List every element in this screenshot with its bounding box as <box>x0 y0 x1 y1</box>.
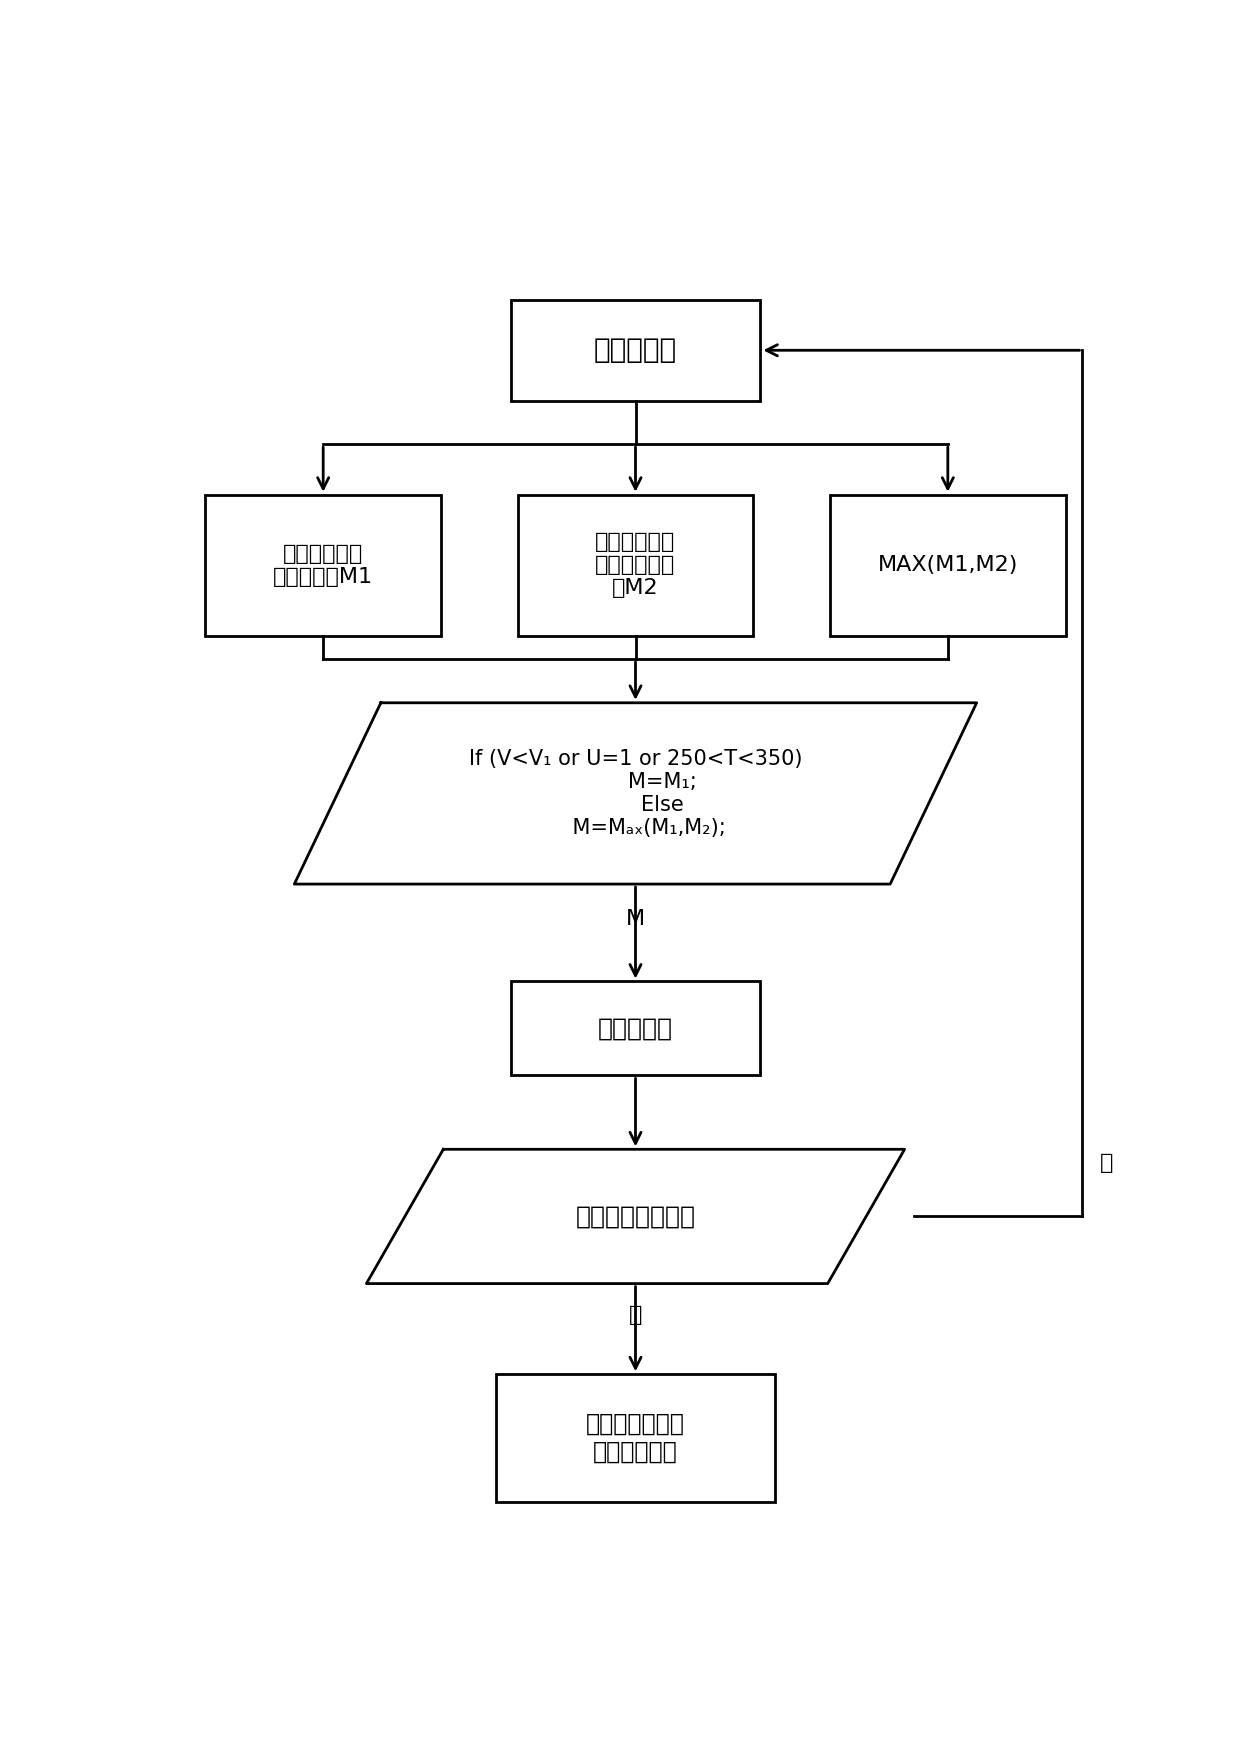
Text: 是否大于再生阈值: 是否大于再生阈值 <box>575 1205 696 1228</box>
Text: 当前碳载量满足
主动再生需求: 当前碳载量满足 主动再生需求 <box>587 1413 684 1463</box>
Text: 最终碳载量: 最终碳载量 <box>598 1017 673 1041</box>
Bar <box>511 300 760 401</box>
Text: 否: 否 <box>1100 1153 1114 1172</box>
Bar <box>496 1374 775 1502</box>
Bar <box>518 495 753 635</box>
Text: MAX(M1,M2): MAX(M1,M2) <box>878 555 1018 576</box>
Bar <box>206 495 441 635</box>
Text: If (V<V₁ or U=1 or 250<T<350)
        M=M₁;
        Else
    M=Mₐₓ(M₁,M₂);: If (V<V₁ or U=1 or 250<T<350) M=M₁; Else… <box>469 748 802 839</box>
Text: 系统初始化: 系统初始化 <box>594 337 677 364</box>
Text: 基于模型的碳
载量估算值M1: 基于模型的碳 载量估算值M1 <box>273 544 373 586</box>
Bar <box>830 495 1065 635</box>
Bar <box>511 982 760 1076</box>
Text: 是: 是 <box>629 1306 642 1325</box>
Text: 基于流动阻力
的碳载量估算
值M2: 基于流动阻力 的碳载量估算 值M2 <box>595 532 676 598</box>
Text: M: M <box>626 909 645 930</box>
Polygon shape <box>367 1149 905 1284</box>
Polygon shape <box>294 703 977 884</box>
